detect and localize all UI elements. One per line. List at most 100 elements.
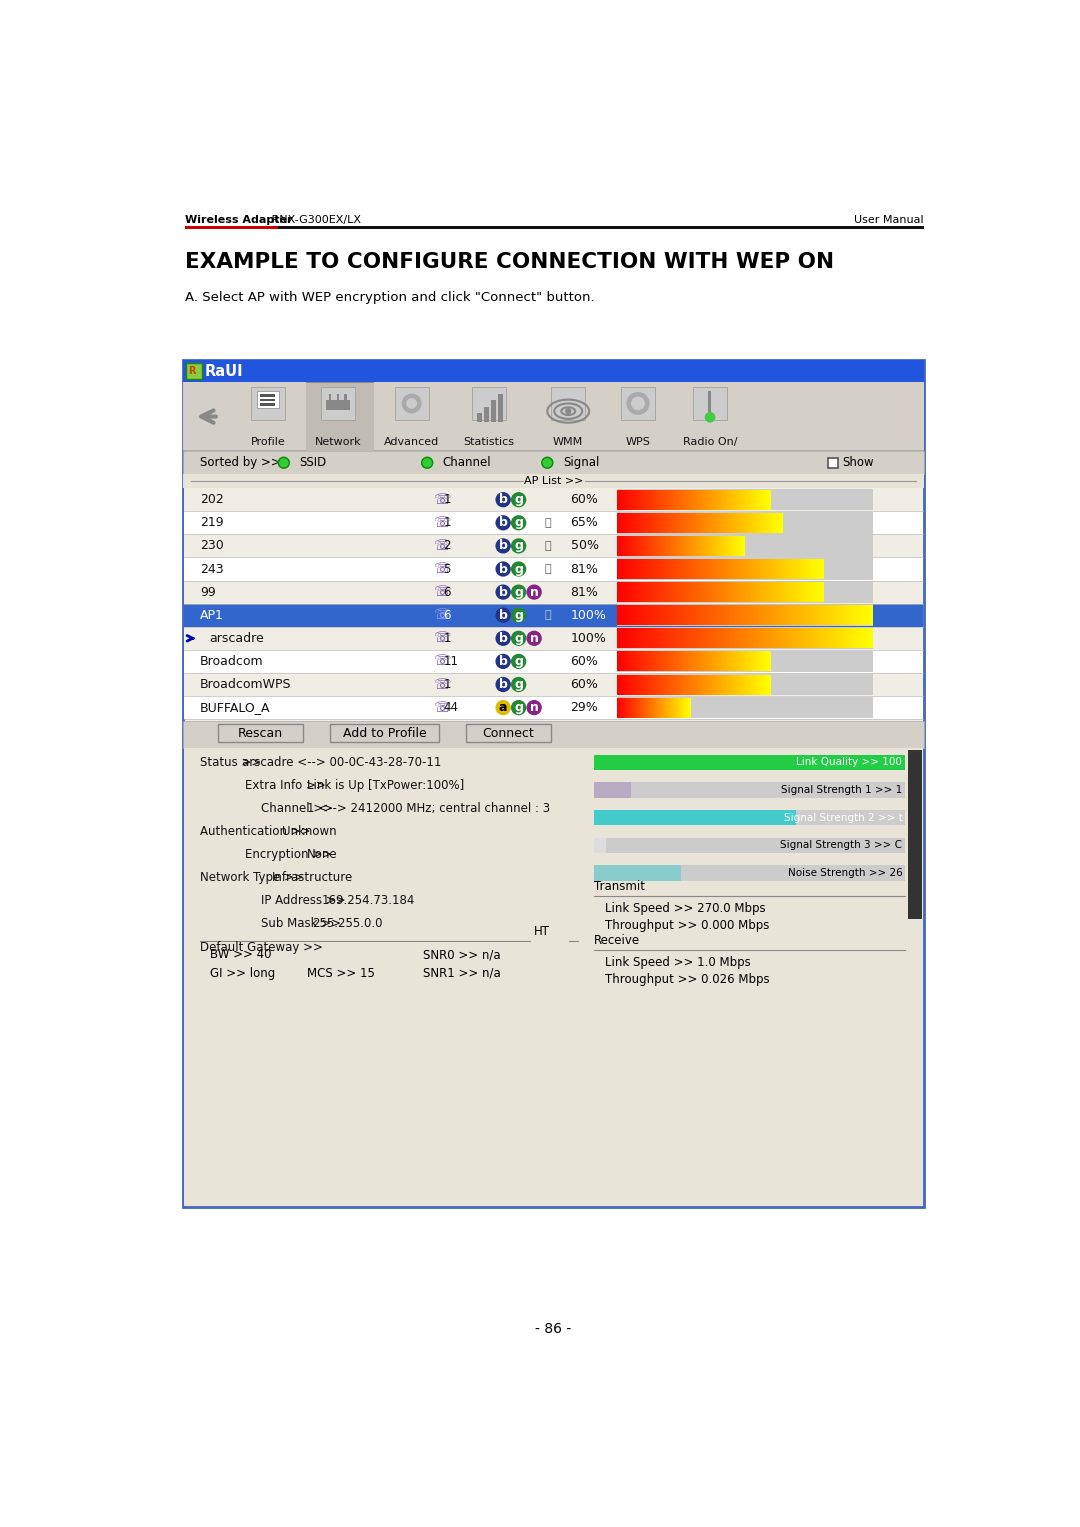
Text: Show: Show [841,457,874,469]
Bar [183,721,924,748]
Text: g: g [514,678,523,692]
Bar [594,809,796,826]
Text: b: b [499,655,508,667]
Text: RaUI: RaUI [205,363,243,379]
Bar [617,489,873,510]
Bar [183,360,924,382]
Text: 1: 1 [444,678,451,692]
Bar [184,534,923,557]
Text: RNX-G300EX/LX: RNX-G300EX/LX [268,215,362,224]
Bar [330,724,438,742]
Text: 202: 202 [200,493,224,507]
Text: 65%: 65% [570,516,598,530]
Bar [306,382,374,450]
Bar [186,363,202,379]
Bar [184,580,923,603]
Text: ☏: ☏ [433,539,450,553]
Text: Default Gateway >>: Default Gateway >> [200,941,323,953]
Bar [617,651,873,672]
Bar [184,489,923,512]
Text: - 86 -: - 86 - [536,1322,571,1336]
Text: Throughput >> 0.000 Mbps: Throughput >> 0.000 Mbps [606,919,770,931]
Text: Link Speed >> 1.0 Mbps: Link Speed >> 1.0 Mbps [606,956,752,970]
Text: g: g [514,562,523,576]
Circle shape [496,678,510,692]
Text: 🔒: 🔒 [545,611,552,620]
Text: Sub Mask >>: Sub Mask >> [260,918,340,930]
Text: 230: 230 [200,539,224,553]
Text: Add to Profile: Add to Profile [342,727,427,739]
Bar [321,386,355,420]
Bar [484,406,489,421]
Text: Link Speed >> 270.0 Mbps: Link Speed >> 270.0 Mbps [606,902,766,915]
Circle shape [496,631,510,646]
Text: A. Select AP with WEP encryption and click "Connect" button.: A. Select AP with WEP encryption and cli… [186,290,595,304]
Text: IP Address >>: IP Address >> [260,895,346,907]
Bar [326,400,350,409]
Text: b: b [499,539,508,553]
Bar [184,673,923,696]
Bar [617,582,873,603]
Text: BUFFALO_A: BUFFALO_A [200,701,271,715]
Text: Channel: Channel [443,457,491,469]
Bar [183,450,924,475]
Circle shape [632,397,644,409]
Bar [476,412,482,421]
Text: Transmit: Transmit [594,880,645,893]
Circle shape [527,631,541,646]
Circle shape [512,493,526,507]
Text: b: b [499,678,508,692]
Text: AP1: AP1 [200,609,224,621]
Circle shape [512,539,526,553]
Bar [260,399,275,402]
Text: 99: 99 [200,586,216,599]
Text: Extra Info >>: Extra Info >> [245,779,326,793]
Circle shape [496,608,510,621]
Text: GI >> long: GI >> long [211,967,275,980]
Bar [472,386,507,420]
Bar [693,386,727,420]
Text: BW >> 40: BW >> 40 [211,948,272,962]
Bar [594,782,905,797]
Bar [617,512,873,533]
Text: 11: 11 [444,655,458,667]
Text: 🔒: 🔒 [545,518,552,528]
Text: 🔒: 🔒 [545,563,552,574]
Circle shape [496,493,510,507]
Text: Network Type >>: Network Type >> [200,872,303,884]
Bar [594,754,905,770]
Circle shape [496,516,510,530]
Text: 60%: 60% [570,655,598,667]
Bar [908,750,921,919]
Text: 100%: 100% [570,609,607,621]
Circle shape [512,516,526,530]
Text: arscadre <--> 00-0C-43-28-70-11: arscadre <--> 00-0C-43-28-70-11 [242,756,441,768]
Circle shape [496,655,510,669]
Text: 1 <--> 2412000 MHz; central channel : 3: 1 <--> 2412000 MHz; central channel : 3 [307,802,550,815]
Bar [617,696,873,718]
Bar [490,400,496,421]
Bar [184,603,923,626]
Text: Signal: Signal [563,457,599,469]
Text: ☏: ☏ [433,608,450,621]
Circle shape [512,678,526,692]
Circle shape [496,539,510,553]
Circle shape [566,409,570,414]
Text: AP List >>: AP List >> [524,476,583,486]
Text: Encryption >>: Encryption >> [245,847,332,861]
Text: Wireless Adapter: Wireless Adapter [186,215,293,224]
Text: Throughput >> 0.026 Mbps: Throughput >> 0.026 Mbps [606,973,770,986]
Bar [279,226,924,229]
Bar [183,382,924,450]
Bar [594,866,680,881]
Bar [184,696,923,719]
Bar [617,559,873,580]
Text: Link is Up [TxPower:100%]: Link is Up [TxPower:100%] [307,779,464,793]
Text: Signal Strength 2 >> t: Signal Strength 2 >> t [783,812,902,823]
Text: WPS: WPS [625,437,650,447]
Text: a: a [499,701,508,715]
Bar [184,512,923,534]
Text: Link Quality >> 100: Link Quality >> 100 [796,757,902,767]
Circle shape [512,701,526,715]
Text: 🔒: 🔒 [545,541,552,551]
